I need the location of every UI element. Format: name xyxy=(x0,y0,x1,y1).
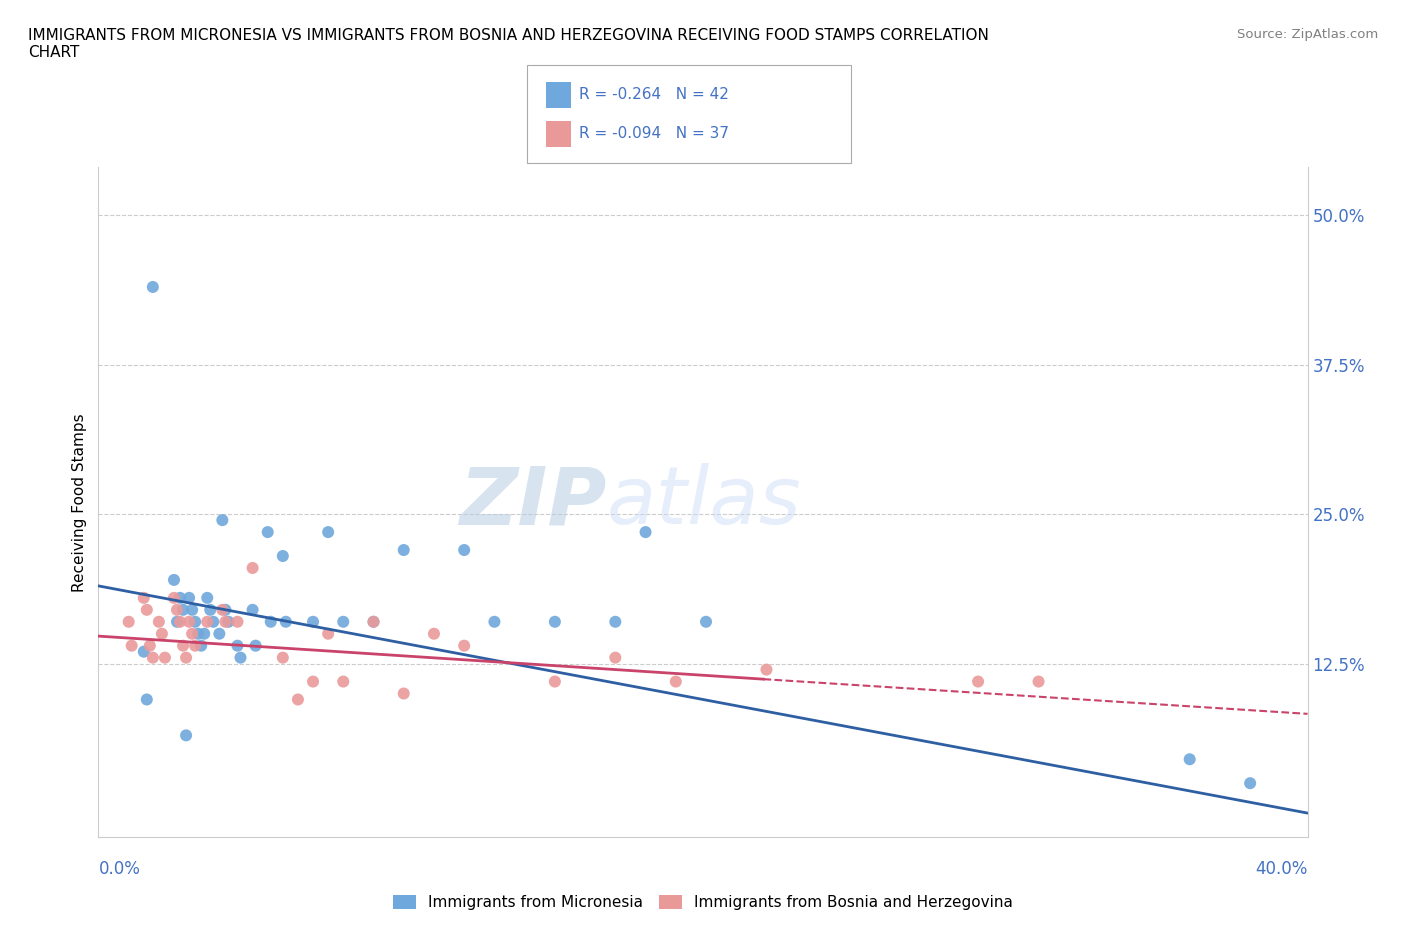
Point xyxy=(544,615,567,630)
Point xyxy=(163,573,186,588)
Point xyxy=(135,603,157,618)
Point xyxy=(179,615,201,630)
Point xyxy=(139,638,162,653)
Point xyxy=(214,603,236,618)
Point xyxy=(153,650,176,665)
Point xyxy=(332,674,354,689)
Point xyxy=(605,615,627,630)
Point xyxy=(135,692,157,707)
Y-axis label: Receiving Food Stamps: Receiving Food Stamps xyxy=(72,413,87,591)
Point xyxy=(665,674,688,689)
Point xyxy=(1178,751,1201,766)
Point xyxy=(142,650,165,665)
Point xyxy=(302,674,325,689)
Point xyxy=(755,662,778,677)
Point xyxy=(184,615,207,630)
Point xyxy=(363,615,385,630)
Point xyxy=(634,525,657,539)
Point xyxy=(245,638,267,653)
Point xyxy=(605,650,627,665)
Point xyxy=(181,626,204,641)
Text: 40.0%: 40.0% xyxy=(1256,860,1308,878)
Point xyxy=(208,626,231,641)
Point xyxy=(287,692,309,707)
Point xyxy=(179,591,201,605)
Point xyxy=(484,615,506,630)
Point xyxy=(163,591,186,605)
Point xyxy=(118,615,141,630)
Point xyxy=(271,549,294,564)
Point xyxy=(363,615,385,630)
Point xyxy=(202,615,225,630)
Point xyxy=(148,615,170,630)
Legend: Immigrants from Micronesia, Immigrants from Bosnia and Herzegovina: Immigrants from Micronesia, Immigrants f… xyxy=(387,889,1019,916)
Point xyxy=(274,615,297,630)
Point xyxy=(150,626,173,641)
Text: IMMIGRANTS FROM MICRONESIA VS IMMIGRANTS FROM BOSNIA AND HERZEGOVINA RECEIVING F: IMMIGRANTS FROM MICRONESIA VS IMMIGRANTS… xyxy=(28,28,988,60)
Point xyxy=(121,638,143,653)
Point xyxy=(174,650,197,665)
Point xyxy=(132,591,155,605)
Point xyxy=(242,603,264,618)
Text: 0.0%: 0.0% xyxy=(98,860,141,878)
Point xyxy=(169,591,191,605)
Point xyxy=(226,615,249,630)
Point xyxy=(453,542,475,557)
Point xyxy=(200,603,222,618)
Point xyxy=(332,615,354,630)
Point xyxy=(211,512,233,527)
Point xyxy=(181,603,204,618)
Point xyxy=(1239,776,1261,790)
Point xyxy=(392,542,415,557)
Point xyxy=(226,638,249,653)
Point xyxy=(142,280,165,295)
Point xyxy=(229,650,252,665)
Point xyxy=(544,674,567,689)
Point xyxy=(184,638,207,653)
Point xyxy=(211,603,233,618)
Point xyxy=(695,615,717,630)
Point xyxy=(392,686,415,701)
Text: R = -0.094   N = 37: R = -0.094 N = 37 xyxy=(579,126,730,141)
Point xyxy=(1028,674,1050,689)
Point xyxy=(423,626,446,641)
Point xyxy=(187,626,209,641)
Point xyxy=(132,644,155,659)
Point xyxy=(316,626,339,641)
Point xyxy=(271,650,294,665)
Point xyxy=(195,591,218,605)
Point xyxy=(172,603,194,618)
Point xyxy=(242,561,264,576)
Text: atlas: atlas xyxy=(606,463,801,541)
Point xyxy=(193,626,215,641)
Point xyxy=(217,615,239,630)
Point xyxy=(453,638,475,653)
Point xyxy=(195,615,218,630)
Point xyxy=(967,674,990,689)
Point xyxy=(166,615,188,630)
Point xyxy=(256,525,278,539)
Text: R = -0.264   N = 42: R = -0.264 N = 42 xyxy=(579,87,730,102)
Point xyxy=(174,728,197,743)
Point xyxy=(172,638,194,653)
Point xyxy=(169,615,191,630)
Point xyxy=(166,603,188,618)
Point xyxy=(316,525,339,539)
Text: Source: ZipAtlas.com: Source: ZipAtlas.com xyxy=(1237,28,1378,41)
Point xyxy=(214,615,236,630)
Point xyxy=(190,638,212,653)
Point xyxy=(302,615,325,630)
Point xyxy=(260,615,283,630)
Text: ZIP: ZIP xyxy=(458,463,606,541)
